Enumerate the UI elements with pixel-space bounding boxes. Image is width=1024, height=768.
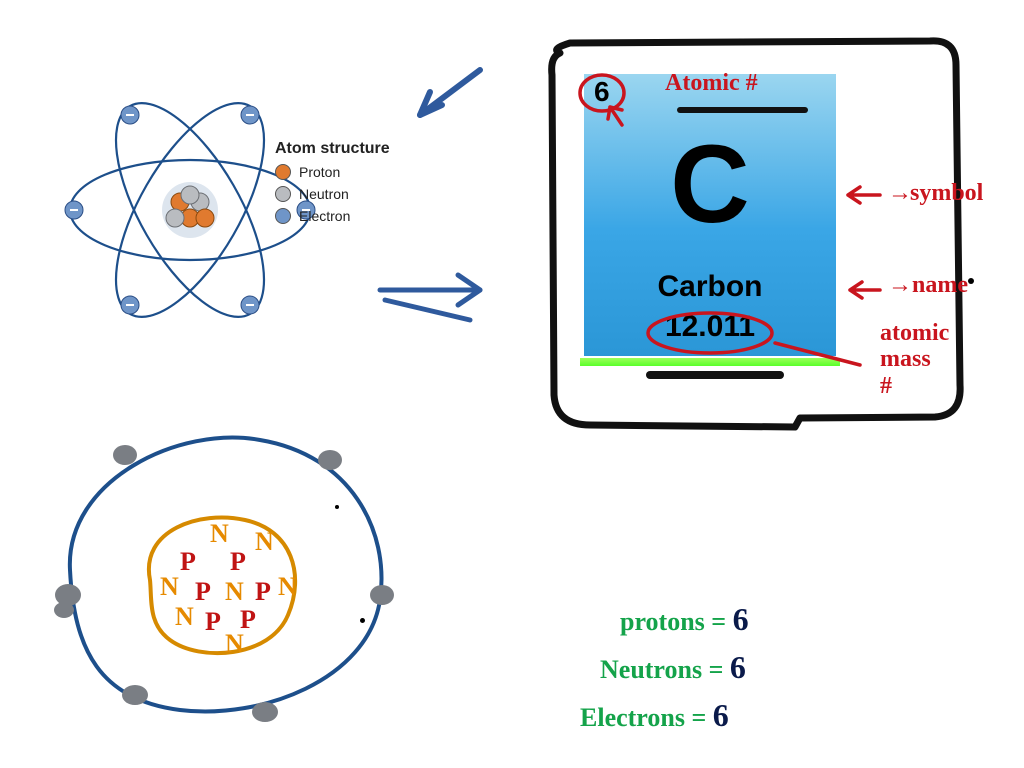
neutron-label: N bbox=[225, 629, 244, 658]
electron-icon bbox=[275, 208, 291, 224]
anno-symbol: symbol bbox=[910, 180, 983, 207]
proton-label: P bbox=[230, 547, 246, 576]
legend-item-neutron: Neutron bbox=[275, 186, 390, 202]
count-protons: protons = 6 bbox=[620, 595, 749, 643]
neutron-label: N bbox=[175, 602, 194, 631]
anno-name-arrow: → bbox=[888, 272, 912, 299]
stray-dot bbox=[360, 618, 365, 623]
arrow-to-atom bbox=[420, 70, 480, 115]
proton-label: P bbox=[180, 547, 196, 576]
element-tile: 6 C Carbon 12.011 bbox=[580, 70, 840, 360]
tile-underline bbox=[580, 358, 840, 366]
count-neutrons: Neutrons = 6 bbox=[600, 643, 749, 691]
count-electrons: Electrons = 6 bbox=[580, 691, 749, 739]
neutron-label: N bbox=[210, 519, 229, 548]
proton-label: P bbox=[195, 577, 211, 606]
nucleus-cluster bbox=[162, 182, 218, 238]
anno-atomic-number: Atomic # bbox=[665, 70, 758, 97]
bohr-model: N N P P N P N P N N P P N bbox=[30, 400, 410, 740]
neutron-label: N bbox=[225, 577, 244, 606]
neutron-icon bbox=[275, 186, 291, 202]
atom-legend: Atom structure Proton Neutron Electron bbox=[275, 140, 390, 224]
neutron-label: N bbox=[278, 572, 297, 601]
proton-label: P bbox=[255, 577, 271, 606]
neutron-label: N bbox=[160, 572, 179, 601]
stray-dot bbox=[335, 505, 339, 509]
tile-name: Carbon bbox=[580, 270, 840, 304]
stray-dot bbox=[968, 278, 974, 284]
tile-symbol: C bbox=[580, 130, 840, 240]
legend-title: Atom structure bbox=[275, 140, 390, 158]
legend-item-electron: Electron bbox=[275, 208, 390, 224]
proton-icon bbox=[275, 164, 291, 180]
particle-counts: protons = 6 Neutrons = 6 Electrons = 6 bbox=[580, 595, 749, 739]
tile-mass: 12.011 bbox=[580, 310, 840, 344]
neutron-label: N bbox=[255, 527, 274, 556]
arrow-to-tile bbox=[380, 275, 480, 320]
legend-item-proton: Proton bbox=[275, 164, 390, 180]
anno-symbol-arrow: → bbox=[888, 180, 912, 207]
proton-label: P bbox=[205, 607, 221, 636]
tile-atomic-number: 6 bbox=[594, 76, 610, 108]
anno-mass: atomic mass # bbox=[880, 320, 949, 399]
anno-name: name bbox=[912, 272, 968, 299]
